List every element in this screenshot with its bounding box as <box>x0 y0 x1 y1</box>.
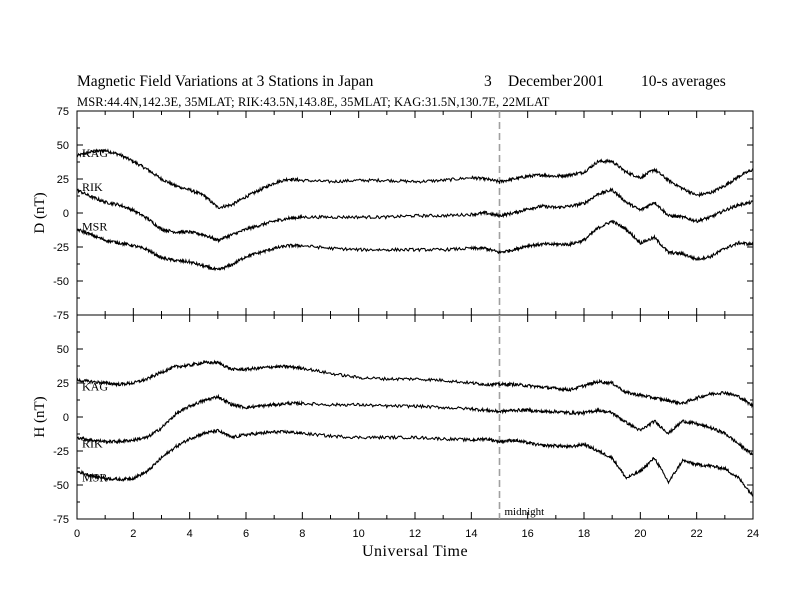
series-label-msr: MSR <box>82 470 107 484</box>
series-label-rik: RIK <box>82 180 103 194</box>
station-coordinates: MSR:44.4N,142.3E, 35MLAT; RIK:43.5N,143.… <box>77 95 550 109</box>
x-tick-label: 24 <box>747 528 759 540</box>
y-tick-label: 50 <box>57 140 69 152</box>
y-axis-label: D (nT) <box>32 192 48 233</box>
title-month: December <box>508 73 572 90</box>
y-tick-label: -50 <box>53 480 69 492</box>
y-tick-label: 0 <box>63 208 69 220</box>
series-line-kag <box>76 359 754 409</box>
y-tick-label: 25 <box>57 174 69 186</box>
x-tick-label: 2 <box>130 528 136 540</box>
series-label-kag: KAG <box>82 379 108 393</box>
panel-frame-0 <box>76 110 754 316</box>
x-tick-label: 0 <box>74 528 80 540</box>
x-tick-label: 8 <box>299 528 305 540</box>
y-tick-label: 75 <box>57 106 69 118</box>
series-line-kag <box>76 148 754 210</box>
title-main: Magnetic Field Variations at 3 Stations … <box>77 73 374 90</box>
y-tick-label: -75 <box>53 310 69 322</box>
title-year: 2001 <box>573 73 604 90</box>
x-tick-label: 16 <box>522 528 534 540</box>
series-line-rik <box>76 187 754 244</box>
series-label-msr: MSR <box>82 219 107 233</box>
y-tick-label: -75 <box>53 514 69 526</box>
series-label-kag: KAG <box>82 146 108 160</box>
y-tick-label: 50 <box>57 344 69 356</box>
x-tick-label: 10 <box>353 528 365 540</box>
x-tick-label: 22 <box>691 528 703 540</box>
y-tick-label: -25 <box>53 446 69 458</box>
x-tick-label: 4 <box>187 528 193 540</box>
panel-frame-1 <box>76 314 754 520</box>
midnight-annotation: midnight <box>505 506 545 518</box>
series-line-msr <box>76 428 753 497</box>
y-tick-label: -25 <box>53 242 69 254</box>
x-tick-label: 6 <box>243 528 249 540</box>
series-label-rik: RIK <box>82 436 103 450</box>
x-axis-label: Universal Time <box>362 543 468 560</box>
series-line-msr <box>76 219 754 272</box>
title-day: 3 <box>484 73 492 90</box>
x-tick-label: 18 <box>578 528 590 540</box>
y-tick-label: 0 <box>63 412 69 424</box>
series-line-rik <box>76 393 754 456</box>
x-tick-label: 12 <box>409 528 421 540</box>
y-tick-label: -50 <box>53 276 69 288</box>
y-tick-label: 25 <box>57 378 69 390</box>
x-tick-label: 20 <box>634 528 646 540</box>
x-tick-label: 14 <box>465 528 477 540</box>
title-averaging: 10-s averages <box>641 73 726 90</box>
y-axis-label: H (nT) <box>32 396 48 437</box>
